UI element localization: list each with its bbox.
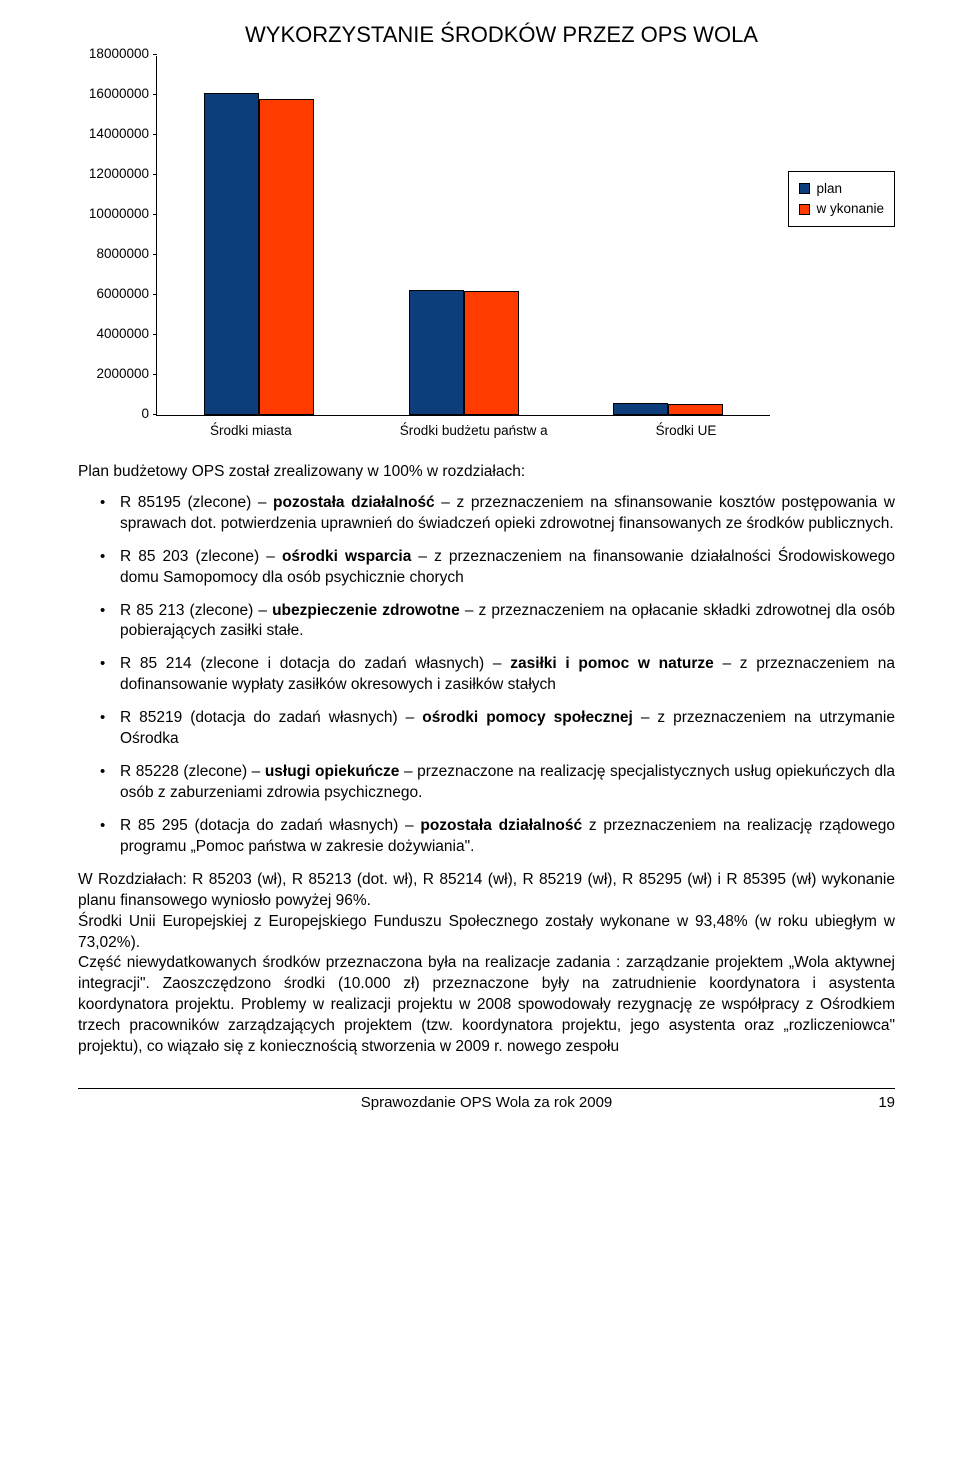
- x-tick-label: Środki UE: [656, 422, 717, 440]
- bar: [613, 403, 668, 415]
- legend-label: w ykonanie: [816, 200, 884, 218]
- chart-title: WYKORZYSTANIE ŚRODKÓW PRZEZ OPS WOLA: [108, 20, 895, 50]
- y-tick-label: 2000000: [79, 366, 149, 384]
- list-item: R 85 213 (zlecone) – ubezpieczenie zdrow…: [78, 601, 895, 643]
- y-tick-label: 16000000: [79, 86, 149, 104]
- chart-plot-area: 0200000040000006000000800000010000000120…: [156, 56, 770, 416]
- body-paragraph: Środki Unii Europejskiej z Europejskiego…: [78, 912, 895, 954]
- page-footer: Sprawozdanie OPS Wola za rok 2009 19: [78, 1088, 895, 1113]
- list-item: R 85195 (zlecone) – pozostała działalnoś…: [78, 493, 895, 535]
- legend-item: plan: [799, 180, 884, 198]
- list-item: R 85 203 (zlecone) – ośrodki wsparcia – …: [78, 547, 895, 589]
- x-tick-label: Środki budżetu państw a: [400, 422, 548, 440]
- legend-label: plan: [816, 180, 842, 198]
- bar: [409, 290, 464, 415]
- list-item: R 85 295 (dotacja do zadań własnych) – p…: [78, 816, 895, 858]
- intro-paragraph: Plan budżetowy OPS został zrealizowany w…: [78, 462, 895, 483]
- list-item: R 85228 (zlecone) – usługi opiekuńcze – …: [78, 762, 895, 804]
- bar: [668, 404, 723, 415]
- bar-group: [204, 93, 314, 415]
- y-tick-label: 0: [79, 406, 149, 424]
- chart-container: 0 2000000 4000000 6000000 8000000 10000000 120…: [78, 56, 895, 440]
- y-tick-label: 8000000: [79, 246, 149, 264]
- bar: [464, 291, 519, 415]
- page-number: 19: [612, 1093, 895, 1113]
- bar-group: [613, 403, 723, 415]
- legend-item: w ykonanie: [799, 200, 884, 218]
- list-item: R 85219 (dotacja do zadań własnych) – oś…: [78, 708, 895, 750]
- bar: [204, 93, 259, 415]
- y-tick-label: 10000000: [79, 206, 149, 224]
- y-tick-label: 4000000: [79, 326, 149, 344]
- list-item: R 85 214 (zlecone i dotacja do zadań wła…: [78, 654, 895, 696]
- x-tick-label: Środki miasta: [210, 422, 292, 440]
- chart-legend: plan w ykonanie: [788, 171, 895, 227]
- bar: [259, 99, 314, 415]
- y-tick-label: 6000000: [79, 286, 149, 304]
- bar-group: [409, 290, 519, 415]
- body-paragraph: Część niewydatkowanych środków przeznacz…: [78, 953, 895, 1058]
- y-tick-label: 14000000: [79, 126, 149, 144]
- legend-swatch: [799, 183, 810, 194]
- y-tick-label: 18000000: [79, 46, 149, 64]
- footer-text: Sprawozdanie OPS Wola za rok 2009: [361, 1093, 613, 1113]
- y-tick-label: 12000000: [79, 166, 149, 184]
- body-paragraph: W Rozdziałach: R 85203 (wł), R 85213 (do…: [78, 870, 895, 912]
- legend-swatch: [799, 204, 810, 215]
